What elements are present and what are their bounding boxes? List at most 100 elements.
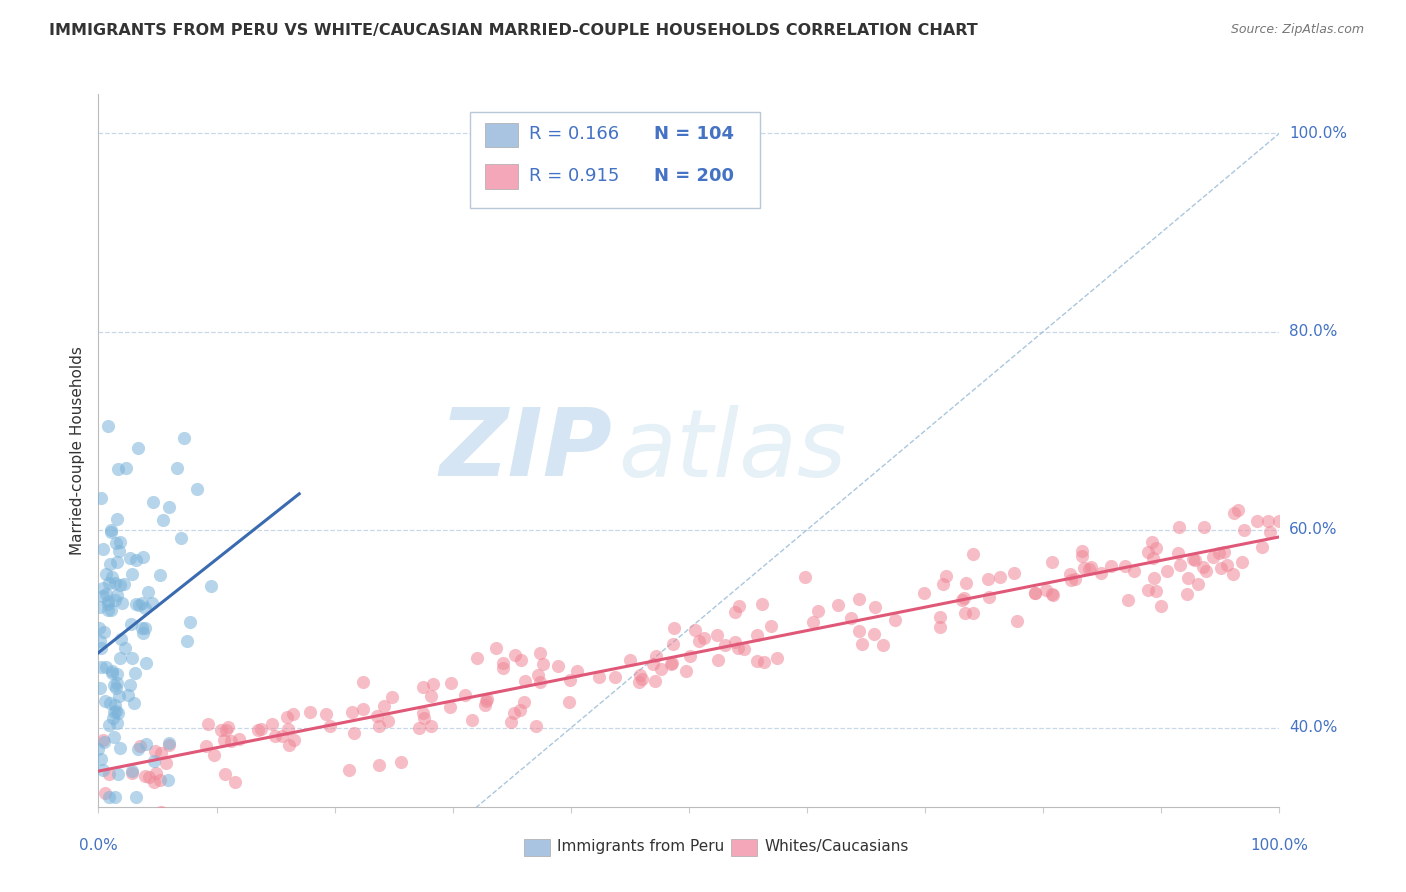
Point xyxy=(105,536,128,550)
Point xyxy=(117,688,139,702)
Point xyxy=(1192,520,1215,534)
Point xyxy=(131,596,153,610)
Point xyxy=(1177,571,1199,585)
Point xyxy=(157,500,180,515)
Point xyxy=(166,461,188,475)
Point xyxy=(149,746,172,760)
Point xyxy=(121,765,143,780)
Point xyxy=(103,730,125,744)
Point xyxy=(132,625,155,640)
Point xyxy=(1002,566,1025,580)
Point xyxy=(366,709,388,723)
Point xyxy=(132,550,155,565)
Point xyxy=(214,767,236,781)
Point xyxy=(135,656,157,670)
Point xyxy=(381,690,404,704)
Point xyxy=(96,566,118,581)
Point xyxy=(728,599,751,614)
Point xyxy=(650,661,672,675)
Point xyxy=(250,722,273,736)
Point xyxy=(474,694,496,708)
Point xyxy=(1251,540,1274,554)
Point xyxy=(195,739,218,753)
Point xyxy=(526,718,548,732)
Text: R = 0.166: R = 0.166 xyxy=(530,126,620,144)
Point xyxy=(105,676,128,690)
Point xyxy=(588,670,610,684)
Point xyxy=(977,572,1000,586)
Point xyxy=(693,631,716,645)
Point xyxy=(373,698,395,713)
Point xyxy=(94,786,117,800)
Text: 100.0%: 100.0% xyxy=(1250,838,1309,853)
Point xyxy=(1071,549,1094,563)
Point xyxy=(502,706,524,720)
Point xyxy=(955,576,977,591)
Point xyxy=(101,569,124,583)
Point xyxy=(465,651,488,665)
Point xyxy=(531,657,554,672)
Point xyxy=(110,651,132,665)
Point xyxy=(955,607,977,621)
Point xyxy=(1232,523,1254,537)
Point xyxy=(988,570,1011,584)
Point xyxy=(603,670,626,684)
Point xyxy=(1140,535,1163,549)
Point xyxy=(157,772,180,787)
Point xyxy=(101,710,124,724)
Point xyxy=(1116,593,1139,607)
Point xyxy=(134,769,156,783)
Point xyxy=(125,790,148,805)
Point xyxy=(485,641,508,656)
Point xyxy=(1150,599,1173,613)
Point xyxy=(509,703,531,717)
Point xyxy=(932,576,955,591)
Point xyxy=(950,593,973,607)
Point xyxy=(688,634,710,648)
Point xyxy=(143,754,166,768)
Point xyxy=(94,659,117,673)
Point xyxy=(1144,541,1167,555)
Point xyxy=(1195,564,1218,578)
Point xyxy=(98,790,121,805)
Point xyxy=(108,544,131,558)
Point xyxy=(318,719,340,733)
Point xyxy=(389,755,412,769)
Point xyxy=(157,738,180,752)
Point xyxy=(1059,567,1081,582)
Point xyxy=(97,594,120,608)
Text: 100.0%: 100.0% xyxy=(1289,126,1347,141)
Point xyxy=(807,604,830,618)
Point xyxy=(91,581,114,595)
Point xyxy=(283,707,305,722)
Point xyxy=(91,763,114,777)
Point xyxy=(298,705,321,719)
FancyBboxPatch shape xyxy=(471,112,759,208)
Point xyxy=(98,696,121,710)
Point xyxy=(340,705,363,719)
Point xyxy=(408,721,430,735)
Point xyxy=(1167,546,1189,560)
Point xyxy=(839,611,862,625)
Y-axis label: Married-couple Households: Married-couple Households xyxy=(69,346,84,555)
Point xyxy=(619,653,641,667)
Point xyxy=(474,698,496,713)
Point xyxy=(368,758,391,772)
Point xyxy=(631,672,654,686)
Point xyxy=(412,706,434,720)
Text: 60.0%: 60.0% xyxy=(1289,522,1337,537)
Point xyxy=(91,590,114,604)
Point xyxy=(105,667,128,681)
Text: atlas: atlas xyxy=(619,405,846,496)
Point xyxy=(1223,506,1246,520)
Point xyxy=(1257,514,1279,528)
Point xyxy=(503,648,526,663)
Point xyxy=(89,600,111,615)
Point xyxy=(510,652,533,666)
Point xyxy=(412,680,434,694)
Point xyxy=(89,621,111,635)
Point xyxy=(664,621,686,635)
Text: N = 200: N = 200 xyxy=(654,167,734,185)
Point xyxy=(104,790,127,805)
Point xyxy=(125,553,148,567)
